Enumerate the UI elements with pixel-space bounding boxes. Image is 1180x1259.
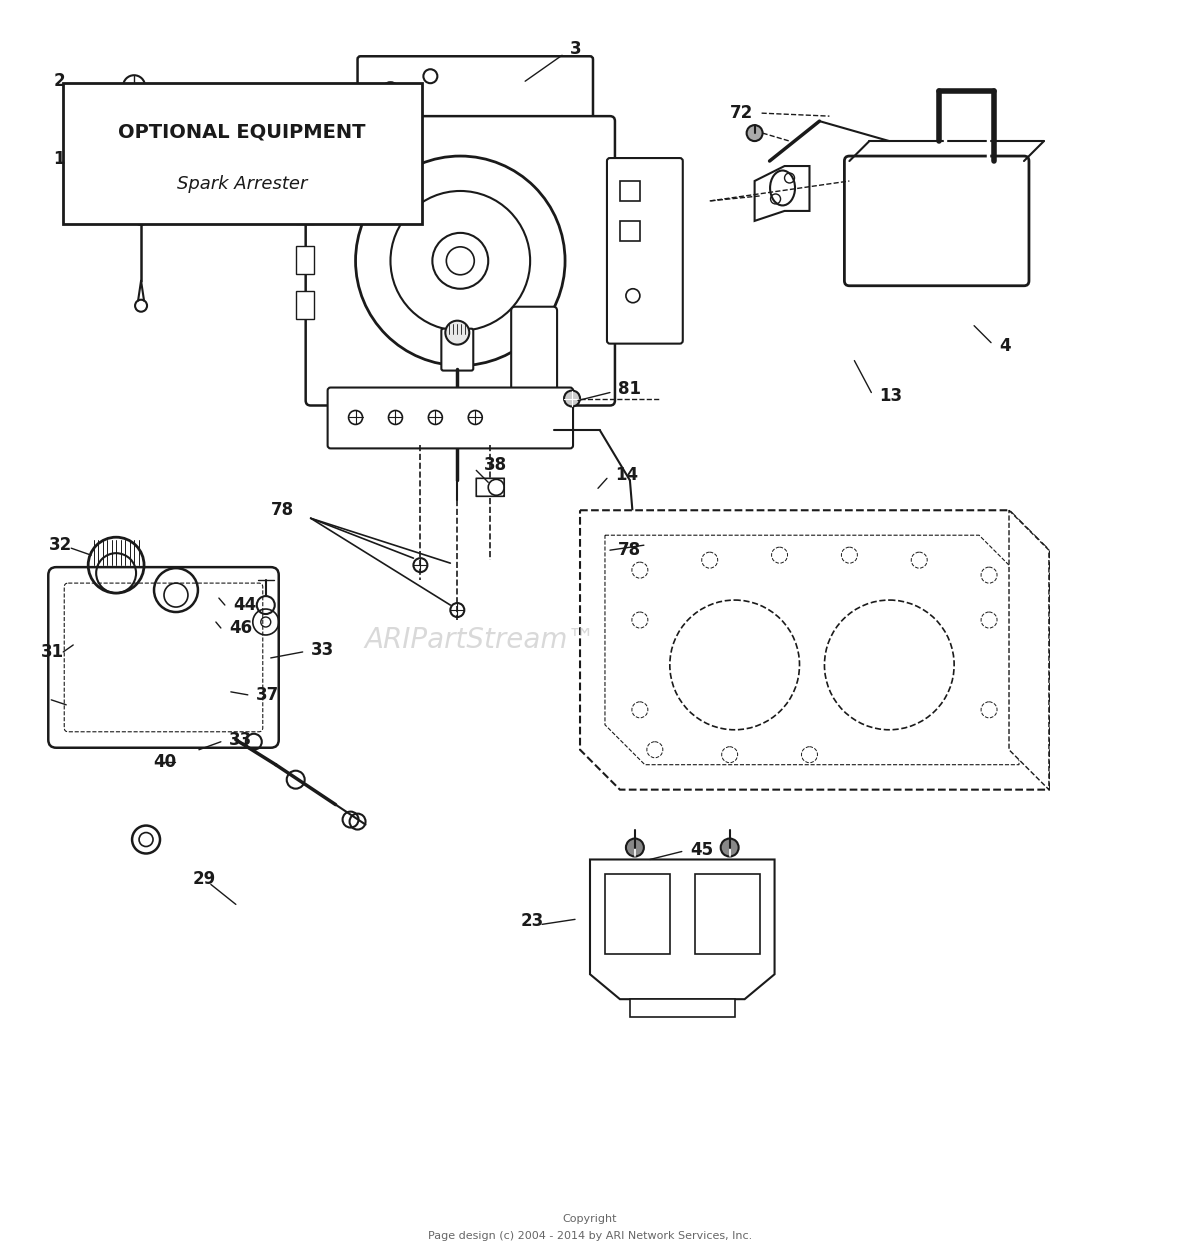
Text: Copyright: Copyright [563,1214,617,1224]
FancyBboxPatch shape [48,567,278,748]
Bar [695,875,760,954]
Polygon shape [590,860,774,1000]
Text: OPTIONAL EQUIPMENT: OPTIONAL EQUIPMENT [118,123,366,142]
FancyBboxPatch shape [328,388,573,448]
Text: 81: 81 [618,379,641,398]
FancyBboxPatch shape [477,478,504,496]
Text: 3: 3 [570,40,582,58]
Text: 40: 40 [153,753,176,771]
Polygon shape [755,166,809,220]
Text: 37: 37 [256,686,278,704]
Polygon shape [605,535,1020,764]
Bar [620,181,640,201]
Text: ARIPartStream™: ARIPartStream™ [365,626,596,653]
Text: 2: 2 [53,72,65,91]
Circle shape [564,390,581,407]
Text: 14: 14 [615,466,638,485]
Text: 33: 33 [310,641,334,658]
FancyBboxPatch shape [358,57,594,137]
Circle shape [747,125,762,141]
Text: 29: 29 [194,870,216,889]
Text: 1: 1 [53,150,65,167]
Bar [296,246,314,273]
Text: 13: 13 [879,387,903,404]
Text: 33: 33 [229,730,253,749]
FancyBboxPatch shape [441,329,473,370]
Text: Page design (c) 2004 - 2014 by ARI Network Services, Inc.: Page design (c) 2004 - 2014 by ARI Netwo… [428,1230,752,1240]
Text: 72: 72 [729,104,753,122]
Bar [63,83,421,224]
FancyBboxPatch shape [64,583,263,731]
Bar [296,291,314,319]
Bar [296,151,314,179]
Circle shape [721,838,739,856]
Ellipse shape [771,170,795,205]
Polygon shape [122,141,191,215]
Text: 78: 78 [618,541,641,559]
Text: 44: 44 [232,596,256,614]
Text: 31: 31 [41,643,65,661]
Text: 45: 45 [690,841,713,859]
Bar [620,220,640,240]
FancyBboxPatch shape [607,159,683,344]
Polygon shape [581,510,1049,789]
Circle shape [625,838,644,856]
FancyBboxPatch shape [306,116,615,405]
Bar [605,875,670,954]
Text: Spark Arrester: Spark Arrester [177,175,307,194]
Text: 4: 4 [999,336,1010,355]
Circle shape [445,321,470,345]
Polygon shape [630,1000,735,1017]
Bar [296,196,314,224]
Text: 23: 23 [520,913,544,930]
Text: 78: 78 [270,501,294,519]
FancyBboxPatch shape [845,156,1029,286]
Polygon shape [1009,510,1049,789]
Text: 38: 38 [484,456,507,475]
FancyBboxPatch shape [511,307,557,404]
Text: 32: 32 [50,536,72,554]
Text: 46: 46 [229,619,253,637]
